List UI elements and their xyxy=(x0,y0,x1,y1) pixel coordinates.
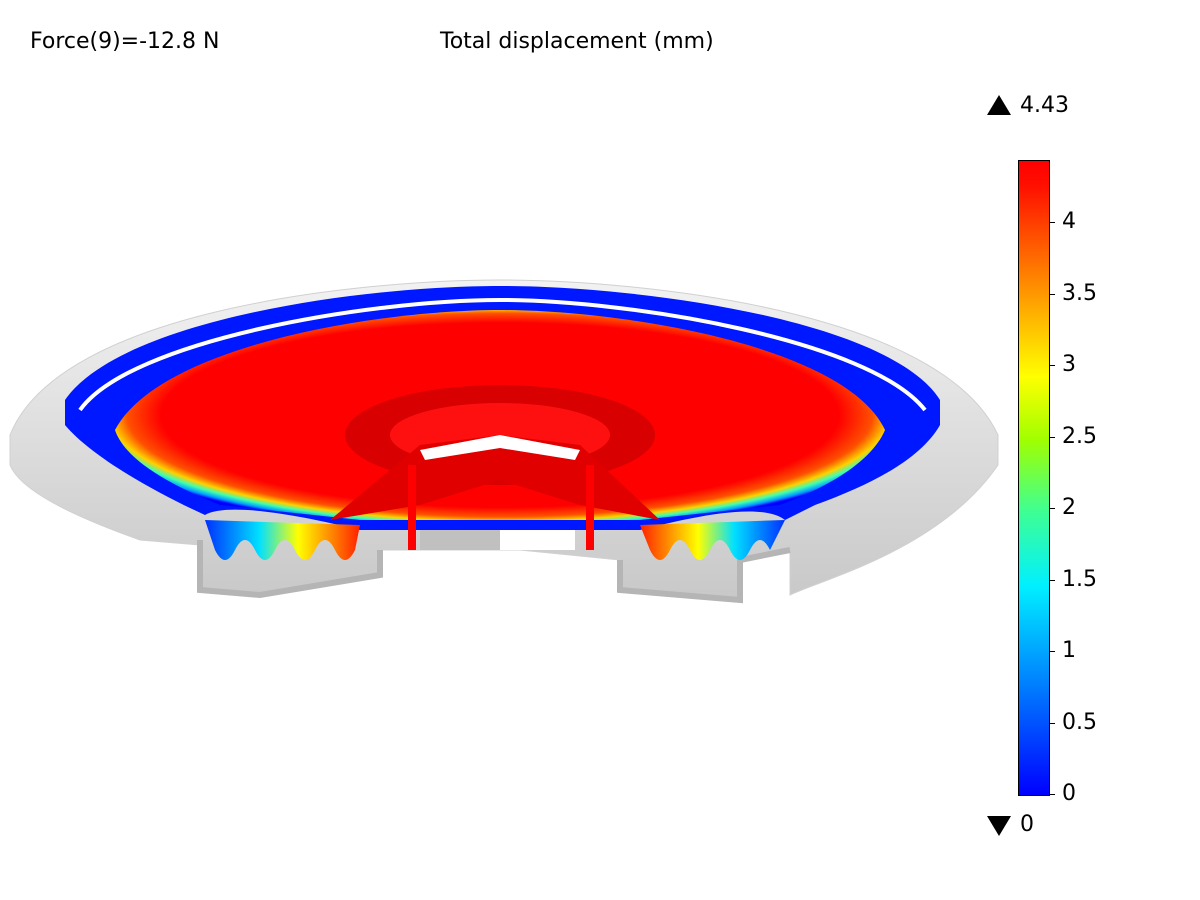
colorbar-tick xyxy=(1049,723,1055,724)
plot-title: Total displacement (mm) xyxy=(440,29,714,54)
colorbar-min-label: 0 xyxy=(1020,812,1034,837)
model-viewport[interactable] xyxy=(0,250,1000,650)
colorbar-tick xyxy=(1049,365,1055,366)
colorbar-tick-label: 1 xyxy=(1062,638,1076,663)
min-triangle-icon xyxy=(987,816,1011,836)
colorbar-tick-label: 3 xyxy=(1062,352,1076,377)
colorbar-tick xyxy=(1049,580,1055,581)
colorbar xyxy=(1018,160,1050,796)
colorbar-tick-label: 0 xyxy=(1062,781,1076,806)
colorbar-tick-label: 2 xyxy=(1062,495,1076,520)
corrugation-left xyxy=(205,520,360,560)
voice-coil xyxy=(330,435,660,550)
max-triangle-icon xyxy=(987,95,1011,115)
colorbar-tick-label: 2.5 xyxy=(1062,424,1097,449)
colorbar-tick-label: 1.5 xyxy=(1062,567,1097,592)
colorbar-tick-label: 0.5 xyxy=(1062,710,1097,735)
colorbar-tick xyxy=(1049,222,1055,223)
colorbar-tick xyxy=(1049,651,1055,652)
colorbar-tick xyxy=(1049,794,1055,795)
colorbar-tick xyxy=(1049,508,1055,509)
colorbar-tick-label: 4 xyxy=(1062,209,1076,234)
corrugation-right xyxy=(640,520,785,560)
colorbar-tick xyxy=(1049,294,1055,295)
colorbar-tick-label: 3.5 xyxy=(1062,281,1097,306)
colorbar-tick xyxy=(1049,437,1055,438)
colorbar-max-label: 4.43 xyxy=(1020,93,1069,118)
force-label: Force(9)=-12.8 N xyxy=(30,29,220,54)
